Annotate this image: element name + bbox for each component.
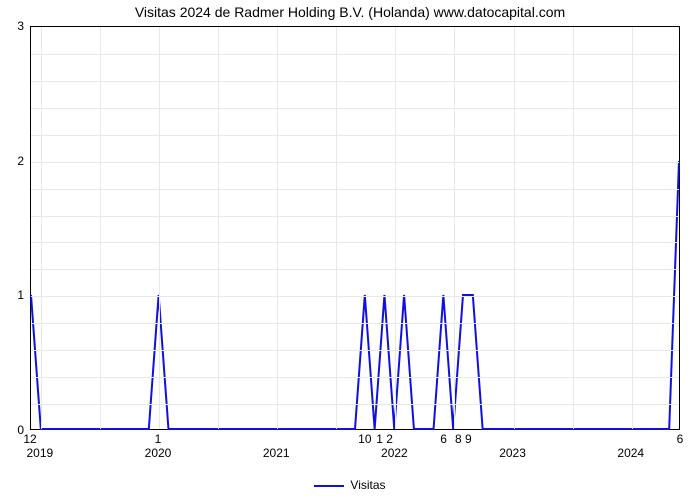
- x-tick-year-label: 2021: [263, 446, 290, 460]
- legend-label: Visitas: [350, 478, 385, 492]
- x-tick-year-label: 2022: [381, 446, 408, 460]
- visits-chart: Visitas 2024 de Radmer Holding B.V. (Hol…: [0, 0, 700, 500]
- y-tick-label: 0: [4, 423, 24, 437]
- x-tick-year-label: 2024: [617, 446, 644, 460]
- line-series: [31, 27, 679, 429]
- plot-area: [30, 26, 680, 430]
- y-tick-label: 1: [4, 288, 24, 302]
- y-tick-label: 3: [4, 19, 24, 33]
- x-tick-month-label: 6: [440, 432, 447, 446]
- legend-swatch: [314, 485, 344, 487]
- x-tick-year-label: 2020: [145, 446, 172, 460]
- x-tick-month-label: 6: [677, 432, 684, 446]
- x-tick-month-label: 12: [23, 432, 36, 446]
- x-tick-month-label: 10: [358, 432, 371, 446]
- x-tick-month-label: 8 9: [455, 432, 472, 446]
- chart-title: Visitas 2024 de Radmer Holding B.V. (Hol…: [0, 4, 700, 20]
- x-tick-year-label: 2019: [26, 446, 53, 460]
- x-tick-month-label: 1 2: [376, 432, 393, 446]
- y-tick-label: 2: [4, 154, 24, 168]
- x-tick-year-label: 2023: [499, 446, 526, 460]
- legend: Visitas: [0, 478, 700, 492]
- x-tick-month-label: 1: [155, 432, 162, 446]
